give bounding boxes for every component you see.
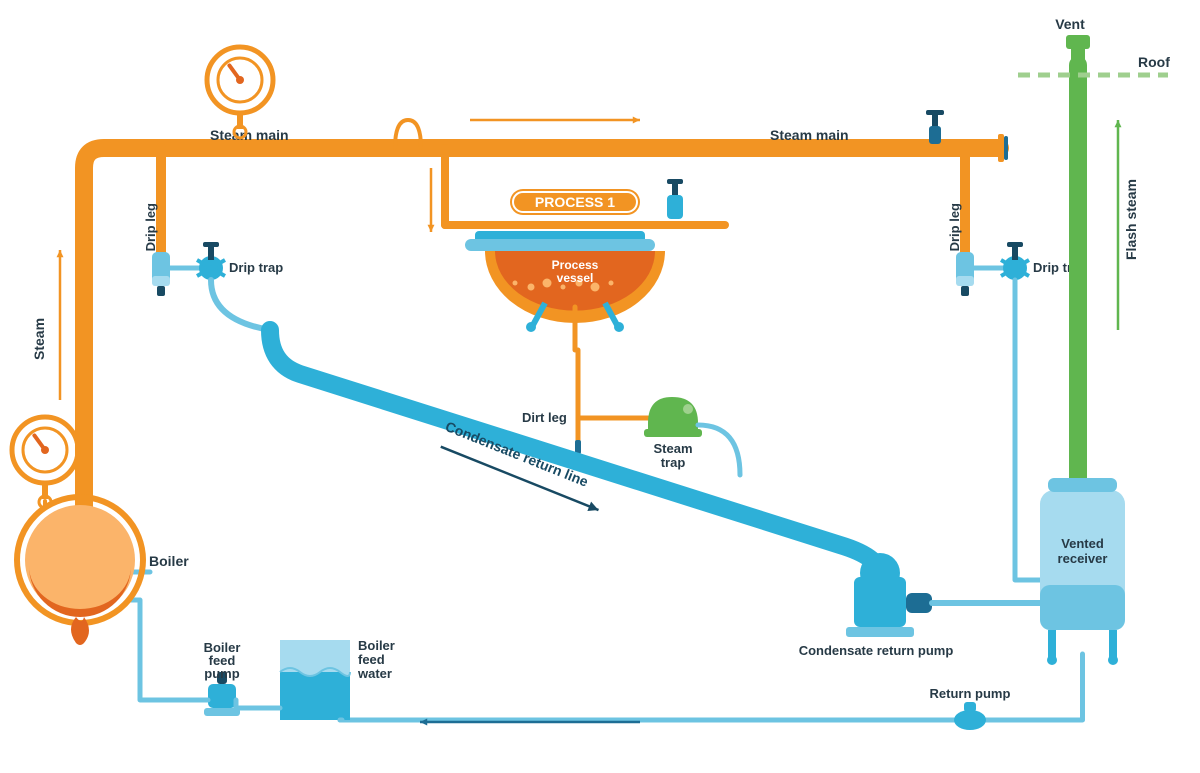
roof-label: Roof: [1138, 54, 1170, 70]
vented-receiver-label: Ventedreceiver: [1058, 536, 1108, 566]
steam-main-label: Steam main: [770, 127, 849, 143]
flash-steam-label: Flash steam: [1123, 179, 1139, 260]
canvas-bg: [0, 0, 1200, 773]
vent-label: Vent: [1055, 16, 1085, 32]
drip-trap-label: Drip trap: [229, 260, 283, 275]
drip-leg-label: Drip leg: [947, 203, 962, 251]
condensate-pump: [854, 577, 906, 627]
steam-main-label: Steam main: [210, 127, 289, 143]
boiler-feed-pump: [208, 684, 236, 708]
boiler-label: Boiler: [149, 553, 189, 569]
process-valve: [667, 195, 683, 219]
process-vessel-label: Processvessel: [552, 258, 599, 285]
vent-cap: [1066, 35, 1090, 49]
return-pump-label: Return pump: [930, 686, 1011, 701]
main-valve: [929, 126, 941, 144]
return-pump: [954, 710, 986, 730]
process1-label: PROCESS 1: [535, 194, 615, 210]
steam-label: Steam: [31, 318, 47, 360]
boiler-feed-pump-label: Boilerfeedpump: [204, 640, 241, 681]
dirt-leg-label: Dirt leg: [522, 410, 567, 425]
condensate-pump-label: Condensate return pump: [799, 643, 954, 658]
drip-leg-label: Drip leg: [143, 203, 158, 251]
